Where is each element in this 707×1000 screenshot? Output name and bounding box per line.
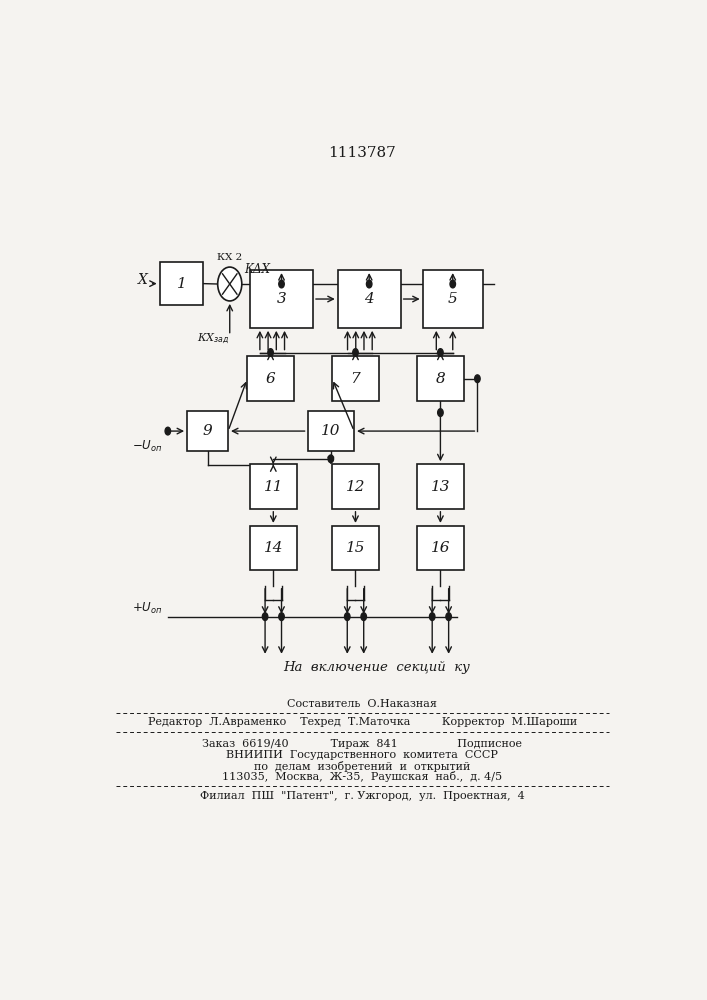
Text: 14: 14 <box>264 541 283 555</box>
FancyBboxPatch shape <box>417 464 464 509</box>
Circle shape <box>165 427 170 435</box>
FancyBboxPatch shape <box>332 464 379 509</box>
Text: 10: 10 <box>321 424 341 438</box>
FancyBboxPatch shape <box>332 526 379 570</box>
Text: 113035,  Москва,  Ж-35,  Раушская  наб.,  д. 4/5: 113035, Москва, Ж-35, Раушская наб., д. … <box>222 771 503 782</box>
Text: 1113787: 1113787 <box>329 146 396 160</box>
Text: 6: 6 <box>266 372 276 386</box>
Text: 3: 3 <box>276 292 286 306</box>
Text: 16: 16 <box>431 541 450 555</box>
FancyBboxPatch shape <box>250 526 297 570</box>
Text: X: X <box>138 273 148 287</box>
Text: 4: 4 <box>364 292 374 306</box>
Text: 8: 8 <box>436 372 445 386</box>
Text: 7: 7 <box>351 372 361 386</box>
FancyBboxPatch shape <box>332 356 379 401</box>
Text: 5: 5 <box>448 292 457 306</box>
Circle shape <box>262 613 268 620</box>
Circle shape <box>328 455 334 463</box>
Text: На  включение  секций  ку: На включение секций ку <box>283 661 469 674</box>
Text: Редактор  Л.Авраменко    Техред  Т.Маточка         Корректор  М.Шароши: Редактор Л.Авраменко Техред Т.Маточка Ко… <box>148 717 577 727</box>
Text: Филиал  ПШ  "Патент",  г. Ужгород,  ул.  Проектная,  4: Филиал ПШ "Патент", г. Ужгород, ул. Прое… <box>200 791 525 801</box>
Circle shape <box>279 280 284 288</box>
Text: Заказ  6619/40            Тираж  841                 Подписное: Заказ 6619/40 Тираж 841 Подписное <box>202 739 522 749</box>
Text: по  делам  изобретений  и  открытий: по делам изобретений и открытий <box>254 761 471 772</box>
Text: $-U_{оп}$: $-U_{оп}$ <box>132 439 163 454</box>
FancyBboxPatch shape <box>338 270 401 328</box>
Text: 9: 9 <box>203 424 212 438</box>
Circle shape <box>218 267 242 301</box>
Circle shape <box>361 613 366 620</box>
Circle shape <box>474 375 480 383</box>
Circle shape <box>438 349 443 356</box>
FancyBboxPatch shape <box>250 464 297 509</box>
Text: 11: 11 <box>264 480 283 494</box>
Text: $+U_{оп}$: $+U_{оп}$ <box>132 601 163 616</box>
Text: КХ 2: КХ 2 <box>216 253 242 262</box>
Circle shape <box>353 349 358 356</box>
Text: 1: 1 <box>177 277 187 291</box>
FancyBboxPatch shape <box>308 411 354 451</box>
Circle shape <box>344 613 350 620</box>
FancyBboxPatch shape <box>250 270 313 328</box>
Text: 13: 13 <box>431 480 450 494</box>
Circle shape <box>429 613 435 620</box>
Circle shape <box>279 613 284 620</box>
Circle shape <box>366 280 372 288</box>
FancyBboxPatch shape <box>417 526 464 570</box>
FancyBboxPatch shape <box>423 270 483 328</box>
Circle shape <box>268 349 274 356</box>
FancyBboxPatch shape <box>187 411 228 451</box>
Text: ВНИИПИ  Государственного  комитета  СССР: ВНИИПИ Государственного комитета СССР <box>226 750 498 760</box>
Circle shape <box>446 613 451 620</box>
Text: КХ$_{зад}$: КХ$_{зад}$ <box>197 332 230 346</box>
Text: Составитель  О.Наказная: Составитель О.Наказная <box>288 699 437 709</box>
Text: 15: 15 <box>346 541 366 555</box>
FancyBboxPatch shape <box>247 356 294 401</box>
Circle shape <box>450 280 455 288</box>
Text: КΔХ: КΔХ <box>245 263 271 276</box>
Text: 12: 12 <box>346 480 366 494</box>
Circle shape <box>438 409 443 416</box>
FancyBboxPatch shape <box>417 356 464 401</box>
FancyBboxPatch shape <box>160 262 204 305</box>
